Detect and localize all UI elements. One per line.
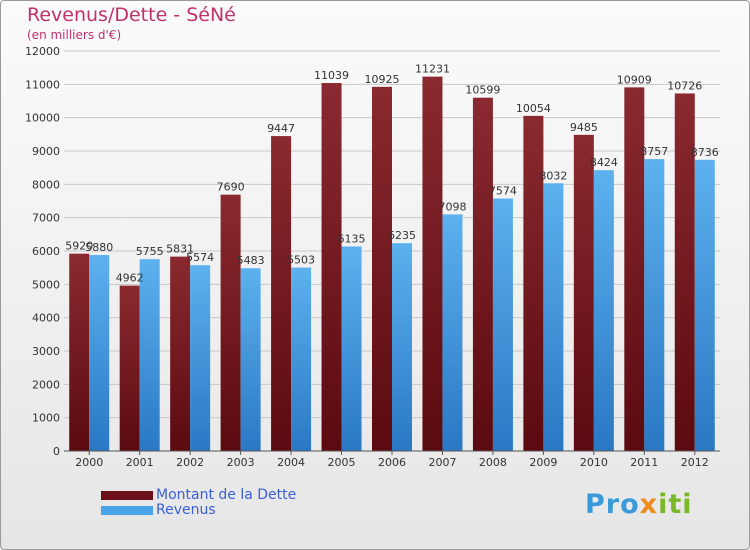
y-tick-label: 3000 [32,345,60,358]
y-tick-label: 12000 [25,45,60,58]
bar-revenus [644,159,665,451]
legend-label-dette: Montant de la Dette [156,487,297,503]
x-tick-label: 2010 [580,456,608,469]
data-label-dette: 9485 [570,121,598,134]
x-tick-label: 2004 [277,456,305,469]
x-tick-label: 2012 [681,456,709,469]
y-tick-label: 10000 [25,112,60,125]
bar-revenus [492,198,513,451]
bar-revenus [593,170,614,451]
bar-revenus [89,255,110,451]
y-tick-label: 2000 [32,378,60,391]
bar-revenus [392,243,412,451]
legend-item-revenus: Revenus [101,502,216,518]
y-tick-label: 6000 [32,245,60,258]
x-tick-label: 2003 [227,456,255,469]
bar-dette [372,86,392,451]
data-label-dette: 5831 [166,243,194,256]
data-label-dette: 9447 [267,122,295,135]
bar-dette [220,194,241,451]
bar-revenus [139,259,160,451]
data-label-revenus: 8736 [691,146,719,159]
x-tick-label: 2008 [479,456,507,469]
data-label-dette: 10925 [365,73,400,86]
data-label-revenus: 6135 [338,233,366,246]
y-tick-label: 5000 [32,278,60,291]
data-label-dette: 5920 [65,240,93,253]
y-tick-label: 8000 [32,178,60,191]
y-tick-label: 0 [53,445,60,458]
bar-dette [170,256,191,451]
data-label-dette: 4962 [116,272,144,285]
bar-dette [573,134,594,452]
data-label-dette: 10599 [465,84,500,97]
data-label-revenus: 5755 [136,245,164,258]
legend-label-revenus: Revenus [156,502,216,518]
bars [69,76,715,452]
data-label-revenus: 5880 [85,241,113,254]
data-label-dette: 7690 [217,181,245,194]
y-tick-label: 11000 [25,78,60,91]
bar-revenus [442,214,463,451]
legend-swatch-dette [101,490,153,500]
data-label-revenus: 5503 [287,254,315,267]
x-tick-label: 2005 [328,456,356,469]
bar-revenus [694,159,715,452]
chart-title: Revenus/Dette - SéNé [27,4,236,26]
bar-revenus [291,267,312,451]
bar-dette [624,87,645,451]
x-tick-label: 2001 [126,456,154,469]
y-tick-label: 4000 [32,312,60,325]
bar-dette [321,83,342,452]
data-label-revenus: 7574 [489,185,517,198]
bar-dette [422,76,443,451]
bar-dette [523,115,544,451]
bar-revenus [240,268,261,451]
data-label-dette: 11231 [415,63,450,76]
data-label-dette: 10054 [516,102,551,115]
data-label-dette: 10726 [667,79,702,92]
y-axis-ticks: 0 1000 2000 3000 4000 5000 6000 7000 8000 9000 100… [25,45,60,458]
legend-swatch-revenus [101,505,153,515]
legend-item-dette: Montant de la Dette [101,487,296,503]
proxiti-logo: Proxiti [585,489,693,520]
chart-subtitle: (en milliers d'€) [27,28,122,42]
data-label-dette: 10909 [617,73,652,86]
data-label-dette: 11039 [314,69,349,82]
x-tick-label: 2000 [75,456,103,469]
bar-dette [271,136,292,451]
bar-dette [472,97,493,451]
bar-dette [69,253,90,451]
x-tick-label: 2002 [176,456,204,469]
bar-revenus [190,265,211,451]
x-axis-ticks: 2000 2001 2002 2003 2004 2005 2006 2007 2008 2009… [75,451,709,469]
x-tick-label: 2007 [428,456,456,469]
bar-dette [119,285,140,451]
x-tick-label: 2006 [378,456,406,469]
data-label-revenus: 8424 [590,156,618,169]
data-label-revenus: 7098 [438,200,466,213]
data-label-revenus: 8032 [539,169,567,182]
x-tick-label: 2009 [529,456,557,469]
y-tick-label: 1000 [32,412,60,425]
data-label-revenus: 5483 [237,254,265,267]
bar-revenus [341,246,362,451]
data-label-revenus: 8757 [640,145,668,158]
x-tick-label: 2011 [630,456,658,469]
y-tick-label: 7000 [32,212,60,225]
bar-dette [674,93,695,451]
bar-revenus [543,183,564,451]
data-label-revenus: 6235 [388,229,416,242]
data-label-revenus: 5574 [186,251,214,264]
y-tick-label: 9000 [32,145,60,158]
